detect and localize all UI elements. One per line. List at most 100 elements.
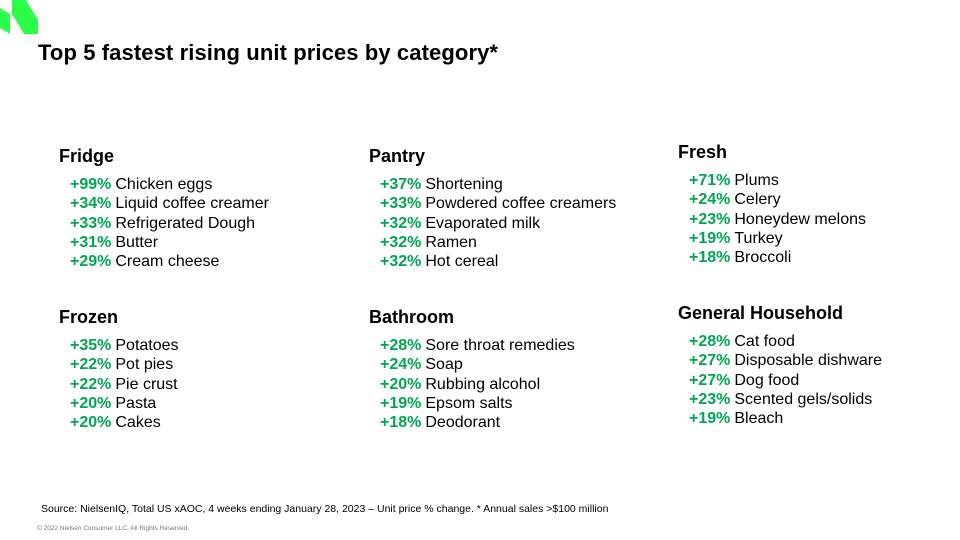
percent-change: +19% (689, 410, 731, 428)
list-item: +34% Liquid coffee creamer (70, 194, 349, 213)
category-general-household: General Household +28% Cat food +27% Dispo… (678, 302, 960, 428)
percent-change: +22% (70, 356, 112, 374)
source-note: Source: NielsenIQ, Total US xAOC, 4 week… (41, 503, 609, 515)
item-label: Epsom salts (425, 394, 513, 412)
item-label: Pie crust (115, 375, 178, 393)
item-label: Plums (734, 172, 779, 189)
percent-change: +29% (70, 253, 112, 271)
percent-change: +22% (70, 375, 112, 393)
category-heading: Pantry (369, 146, 426, 166)
item-label: Cakes (115, 414, 161, 432)
list-item: +24% Celery (689, 190, 960, 209)
percent-change: +33% (380, 195, 422, 213)
percent-change: +27% (689, 371, 731, 389)
brand-logo-icon (0, 0, 38, 34)
list-item: +18% Deodorant (380, 413, 659, 432)
category-heading: General Household (678, 303, 844, 323)
list-item: +32% Evaporated milk (380, 214, 659, 233)
list-item: +37% Shortening (380, 175, 659, 194)
list-item: +29% Cream cheese (70, 252, 349, 271)
item-label: Disposable dishware (734, 352, 883, 370)
list-item: +24% Soap (380, 355, 659, 374)
item-label: Pasta (115, 394, 157, 412)
item-label: Soap (425, 356, 463, 374)
percent-change: +18% (380, 414, 422, 432)
category-heading: Bathroom (369, 307, 454, 327)
item-label: Butter (115, 233, 159, 251)
list-item: +19% Turkey (689, 229, 960, 248)
item-label: Scented gels/solids (734, 390, 873, 408)
list-item: +31% Butter (70, 233, 349, 252)
item-list: +99% Chicken eggs +34% Liquid coffee cream… (59, 175, 349, 271)
list-item: +27% Disposable dishware (689, 351, 960, 370)
category-bathroom: Bathroom +28% Sore throat remedies +24% So… (369, 306, 659, 432)
percent-change: +32% (380, 214, 422, 232)
item-list: +71% Plums +24% Celery +23% Honeydew melons… (678, 171, 960, 267)
item-label: Powdered coffee creamers (425, 195, 617, 213)
list-item: +20% Cakes (70, 413, 349, 432)
percent-change: +37% (380, 176, 422, 193)
item-list: +35% Potatoes +22% Pot pies +22% Pie crust … (59, 336, 349, 432)
list-item: +19% Epsom salts (380, 394, 659, 413)
percent-change: +20% (70, 394, 112, 412)
list-item: +23% Honeydew melons (689, 210, 960, 229)
item-label: Liquid coffee creamer (115, 195, 269, 213)
percent-change: +33% (70, 214, 112, 232)
category-fridge: Fridge +99% Chicken eggs +34% Liquid coffe… (59, 145, 349, 271)
item-label: Rubbing alcohol (425, 375, 541, 393)
percent-change: +19% (689, 229, 731, 247)
percent-change: +23% (689, 390, 731, 408)
list-item: +20% Pasta (70, 394, 349, 413)
list-item: +32% Ramen (380, 233, 659, 252)
item-label: Evaporated milk (425, 214, 541, 232)
item-label: Broccoli (734, 249, 792, 267)
percent-change: +20% (70, 414, 112, 432)
list-item: +23% Scented gels/solids (689, 390, 960, 409)
item-label: Deodorant (425, 414, 501, 432)
list-item: +28% Cat food (689, 332, 960, 351)
item-label: Chicken eggs (115, 176, 213, 193)
item-list: +28% Sore throat remedies +24% Soap +20% Ru… (369, 336, 659, 432)
list-item: +20% Rubbing alcohol (380, 375, 659, 394)
list-item: +19% Bleach (689, 409, 960, 428)
item-label: Pot pies (115, 356, 174, 374)
list-item: +33% Powdered coffee creamers (380, 194, 659, 213)
percent-change: +23% (689, 210, 731, 228)
item-label: Dog food (734, 371, 800, 389)
percent-change: +18% (689, 249, 731, 267)
item-label: Honeydew melons (734, 210, 866, 228)
item-label: Cream cheese (115, 253, 220, 271)
category-heading: Fresh (678, 142, 728, 162)
list-item: +18% Broccoli (689, 248, 960, 267)
list-item: +32% Hot cereal (380, 252, 659, 271)
list-item: +71% Plums (689, 171, 960, 190)
list-item: +22% Pot pies (70, 355, 349, 374)
item-list: +28% Cat food +27% Disposable dishware +27… (678, 332, 960, 428)
percent-change: +71% (689, 172, 731, 189)
percent-change: +19% (380, 394, 422, 412)
category-frozen: Frozen +35% Potatoes +22% Pot pies +22% Pie… (59, 306, 349, 432)
list-item: +99% Chicken eggs (70, 175, 349, 194)
item-label: Potatoes (115, 337, 179, 354)
percent-change: +34% (70, 195, 112, 213)
category-fresh: Fresh +71% Plums +24% Celery +23% Honeydew … (678, 141, 960, 267)
percent-change: +32% (380, 233, 422, 251)
item-label: Sore throat remedies (425, 337, 575, 354)
item-label: Ramen (425, 233, 477, 251)
item-label: Bleach (734, 410, 784, 428)
page-title: Top 5 fastest rising unit prices by cate… (38, 40, 499, 65)
item-label: Celery (734, 191, 781, 209)
percent-change: +24% (380, 356, 422, 374)
percent-change: +35% (70, 337, 112, 354)
percent-change: +31% (70, 233, 112, 251)
percent-change: +24% (689, 191, 731, 209)
category-pantry: Pantry +37% Shortening +33% Powdered coffe… (369, 145, 659, 271)
item-label: Turkey (734, 229, 783, 247)
copyright-notice: © 2022 Nielsen Consumer LLC. All Rights … (37, 525, 190, 532)
list-item: +33% Refrigerated Dough (70, 214, 349, 233)
percent-change: +28% (380, 337, 422, 354)
percent-change: +99% (70, 176, 112, 193)
list-item: +22% Pie crust (70, 375, 349, 394)
percent-change: +20% (380, 375, 422, 393)
category-heading: Fridge (59, 146, 115, 166)
